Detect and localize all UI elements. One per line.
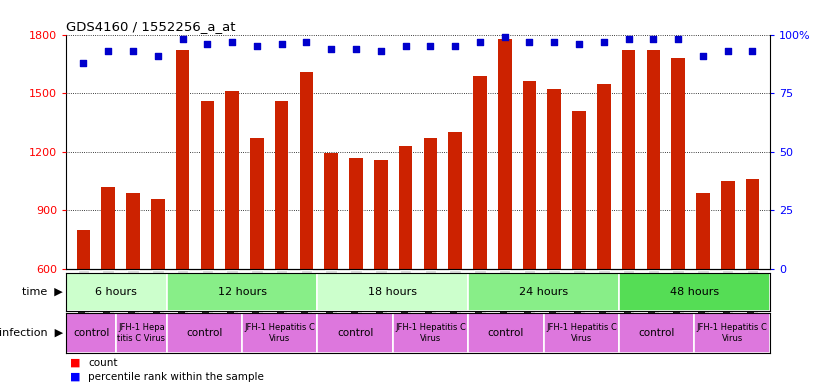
Bar: [167, 273, 317, 311]
Bar: [126, 193, 140, 269]
Bar: [721, 181, 734, 269]
Point: [225, 38, 239, 45]
Bar: [393, 313, 468, 353]
Point: [102, 48, 115, 54]
Text: JFH-1 Hepatitis C
Virus: JFH-1 Hepatitis C Virus: [546, 323, 617, 343]
Point: [349, 46, 363, 52]
Text: ■: ■: [70, 358, 81, 368]
Bar: [66, 313, 116, 353]
Bar: [300, 72, 313, 269]
Bar: [167, 313, 242, 353]
Bar: [473, 76, 487, 269]
Text: control: control: [186, 328, 222, 338]
Bar: [544, 313, 619, 353]
Bar: [647, 50, 660, 269]
Text: percentile rank within the sample: percentile rank within the sample: [88, 372, 264, 382]
Point: [201, 41, 214, 47]
Point: [176, 36, 189, 42]
Point: [672, 36, 685, 42]
Text: control: control: [487, 328, 525, 338]
Bar: [619, 313, 695, 353]
Bar: [225, 91, 239, 269]
Point: [77, 60, 90, 66]
Text: time  ▶: time ▶: [22, 287, 63, 297]
Text: 12 hours: 12 hours: [217, 287, 267, 297]
Bar: [672, 58, 685, 269]
Bar: [176, 50, 189, 269]
Bar: [695, 313, 770, 353]
Point: [399, 43, 412, 50]
Point: [449, 43, 462, 50]
Text: control: control: [638, 328, 675, 338]
Point: [498, 34, 511, 40]
Bar: [66, 273, 167, 311]
Point: [473, 38, 487, 45]
Text: ■: ■: [70, 372, 81, 382]
Text: 24 hours: 24 hours: [519, 287, 568, 297]
Point: [300, 38, 313, 45]
Bar: [116, 313, 167, 353]
Text: control: control: [337, 328, 373, 338]
Point: [647, 36, 660, 42]
Bar: [696, 193, 710, 269]
Bar: [572, 111, 586, 269]
Text: JFH-1 Hepatitis C
Virus: JFH-1 Hepatitis C Virus: [395, 323, 466, 343]
Bar: [325, 153, 338, 269]
Point: [597, 38, 610, 45]
Bar: [275, 101, 288, 269]
Bar: [746, 179, 759, 269]
Text: infection  ▶: infection ▶: [0, 328, 63, 338]
Text: 6 hours: 6 hours: [96, 287, 137, 297]
Bar: [242, 313, 317, 353]
Bar: [498, 40, 511, 269]
Bar: [317, 273, 468, 311]
Bar: [468, 273, 619, 311]
Point: [746, 48, 759, 54]
Bar: [317, 313, 393, 353]
Bar: [622, 50, 635, 269]
Text: 18 hours: 18 hours: [368, 287, 417, 297]
Text: control: control: [73, 328, 109, 338]
Bar: [523, 81, 536, 269]
Bar: [349, 157, 363, 269]
Point: [572, 41, 586, 47]
Bar: [424, 138, 437, 269]
Point: [374, 48, 387, 54]
Text: count: count: [88, 358, 118, 368]
Point: [523, 38, 536, 45]
Text: GDS4160 / 1552256_a_at: GDS4160 / 1552256_a_at: [66, 20, 235, 33]
Bar: [468, 313, 544, 353]
Bar: [449, 132, 462, 269]
Text: 48 hours: 48 hours: [670, 287, 719, 297]
Bar: [151, 199, 164, 269]
Point: [126, 48, 140, 54]
Point: [325, 46, 338, 52]
Point: [275, 41, 288, 47]
Point: [548, 38, 561, 45]
Point: [696, 53, 710, 59]
Point: [151, 53, 164, 59]
Bar: [250, 138, 263, 269]
Point: [424, 43, 437, 50]
Text: JFH-1 Hepatitis C
Virus: JFH-1 Hepatitis C Virus: [696, 323, 767, 343]
Bar: [399, 146, 412, 269]
Bar: [597, 84, 610, 269]
Bar: [201, 101, 214, 269]
Bar: [77, 230, 90, 269]
Bar: [102, 187, 115, 269]
Bar: [548, 89, 561, 269]
Point: [622, 36, 635, 42]
Text: JFH-1 Hepa
titis C Virus: JFH-1 Hepa titis C Virus: [117, 323, 165, 343]
Bar: [374, 161, 387, 269]
Text: JFH-1 Hepatitis C
Virus: JFH-1 Hepatitis C Virus: [244, 323, 316, 343]
Point: [721, 48, 734, 54]
Point: [250, 43, 263, 50]
Bar: [619, 273, 770, 311]
